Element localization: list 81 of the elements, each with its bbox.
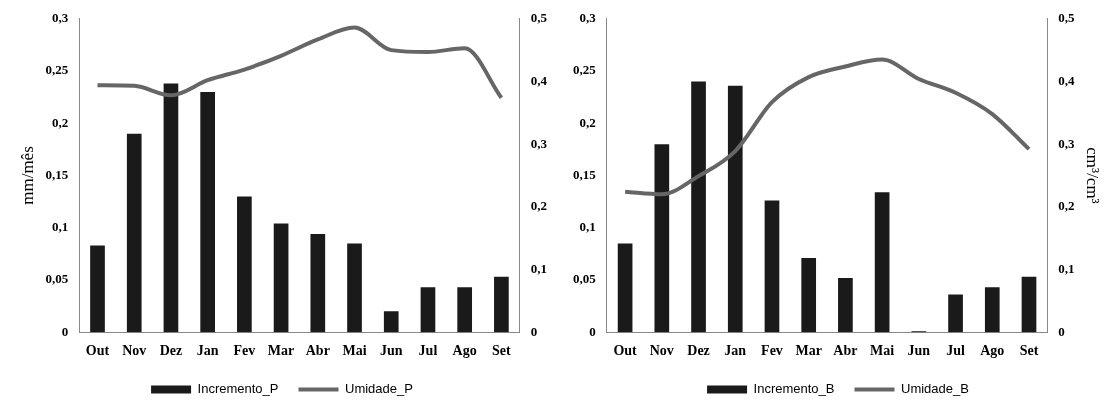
y-tick-label: 0,15	[45, 166, 69, 182]
y-tick-label: 0	[589, 323, 596, 339]
bar	[874, 192, 890, 333]
bar	[691, 81, 706, 333]
bar	[764, 200, 780, 333]
y-tick-label: 0,3	[579, 10, 597, 26]
x-tick-label: Fev	[761, 343, 783, 359]
x-tick-label: Jun	[907, 343, 931, 359]
bar	[948, 294, 963, 333]
y-tick-label: 0,05	[573, 271, 597, 287]
bar	[383, 311, 399, 333]
bar	[237, 196, 252, 333]
y2-axis-title: cm³/cm³	[1083, 147, 1103, 204]
x-tick-label: Jul	[418, 343, 438, 359]
bar	[1021, 276, 1037, 333]
bar	[457, 287, 473, 333]
bar	[494, 276, 509, 333]
bar	[126, 133, 142, 333]
x-tick-label: Mai	[342, 343, 367, 359]
y-tick-label: 0,05	[45, 271, 69, 287]
x-tick-label: Abr	[833, 343, 858, 359]
x-tick-label: Mar	[795, 343, 822, 359]
legend-label: Incremento_B	[753, 381, 835, 397]
y2-tick-label: 0	[530, 323, 538, 339]
x-tick-label: Abr	[305, 343, 330, 359]
y-tick-label: 0,2	[51, 114, 69, 130]
x-tick-label: Mar	[267, 343, 295, 359]
legend-label: Umidade_P	[345, 381, 413, 397]
y-tick-label: 0,25	[573, 62, 597, 78]
x-tick-label: Jun	[379, 343, 403, 359]
y2-tick-label: 0,2	[1058, 198, 1075, 214]
x-tick-label: Out	[85, 343, 110, 359]
bar	[90, 245, 105, 333]
bar	[984, 287, 1000, 333]
x-tick-label: Fev	[233, 343, 256, 359]
x-tick-label: Set	[1019, 343, 1039, 359]
x-tick-label: Jan	[724, 343, 747, 359]
x-tick-label: Jul	[946, 343, 965, 359]
bar	[617, 243, 633, 333]
y2-tick-label: 0,1	[530, 260, 547, 276]
bar	[838, 277, 853, 333]
x-tick-label: Dez	[159, 343, 183, 359]
x-tick-label: Set	[492, 343, 512, 359]
x-tick-label: Ago	[980, 343, 1005, 359]
x-tick-label: Nov	[649, 343, 674, 359]
y-axis-title: mm/mês	[17, 146, 37, 205]
y2-tick-label: 0,3	[530, 135, 548, 151]
y-tick-label: 0,2	[579, 114, 596, 130]
bar	[310, 234, 326, 333]
y-tick-label: 0,1	[579, 219, 596, 235]
bar	[273, 223, 289, 333]
y2-tick-label: 0,2	[530, 198, 547, 214]
legend-label: Umidade_B	[901, 381, 969, 397]
x-tick-label: Nov	[122, 343, 147, 359]
line-series	[623, 57, 1031, 197]
x-tick-label: Mai	[870, 343, 895, 359]
y-tick-label: 0,25	[45, 62, 69, 78]
y2-tick-label: 0,3	[1058, 135, 1076, 151]
y-tick-label: 0,15	[573, 166, 597, 182]
bar	[347, 243, 362, 333]
x-tick-label: Jan	[196, 343, 219, 359]
y2-tick-label: 0,4	[530, 72, 548, 88]
y-tick-label: 0	[61, 323, 69, 339]
bar	[420, 287, 436, 333]
legend-label: Incremento_P	[197, 381, 279, 397]
bar	[727, 85, 743, 333]
y2-tick-label: 0,4	[1058, 72, 1076, 88]
y2-tick-label: 0	[1058, 323, 1065, 339]
bar	[801, 258, 817, 333]
x-tick-label: Ago	[452, 343, 477, 359]
line-series	[95, 25, 504, 100]
x-tick-label: Dez	[687, 343, 710, 359]
y2-tick-label: 0,1	[1058, 260, 1075, 276]
y-tick-label: 0,1	[51, 219, 69, 235]
y2-tick-label: 0,5	[1058, 10, 1076, 26]
y2-tick-label: 0,5	[530, 10, 548, 26]
x-tick-label: Out	[613, 343, 638, 359]
bar	[200, 91, 215, 333]
y-tick-label: 0,3	[51, 10, 69, 26]
bar	[654, 144, 670, 333]
bar	[163, 83, 179, 333]
